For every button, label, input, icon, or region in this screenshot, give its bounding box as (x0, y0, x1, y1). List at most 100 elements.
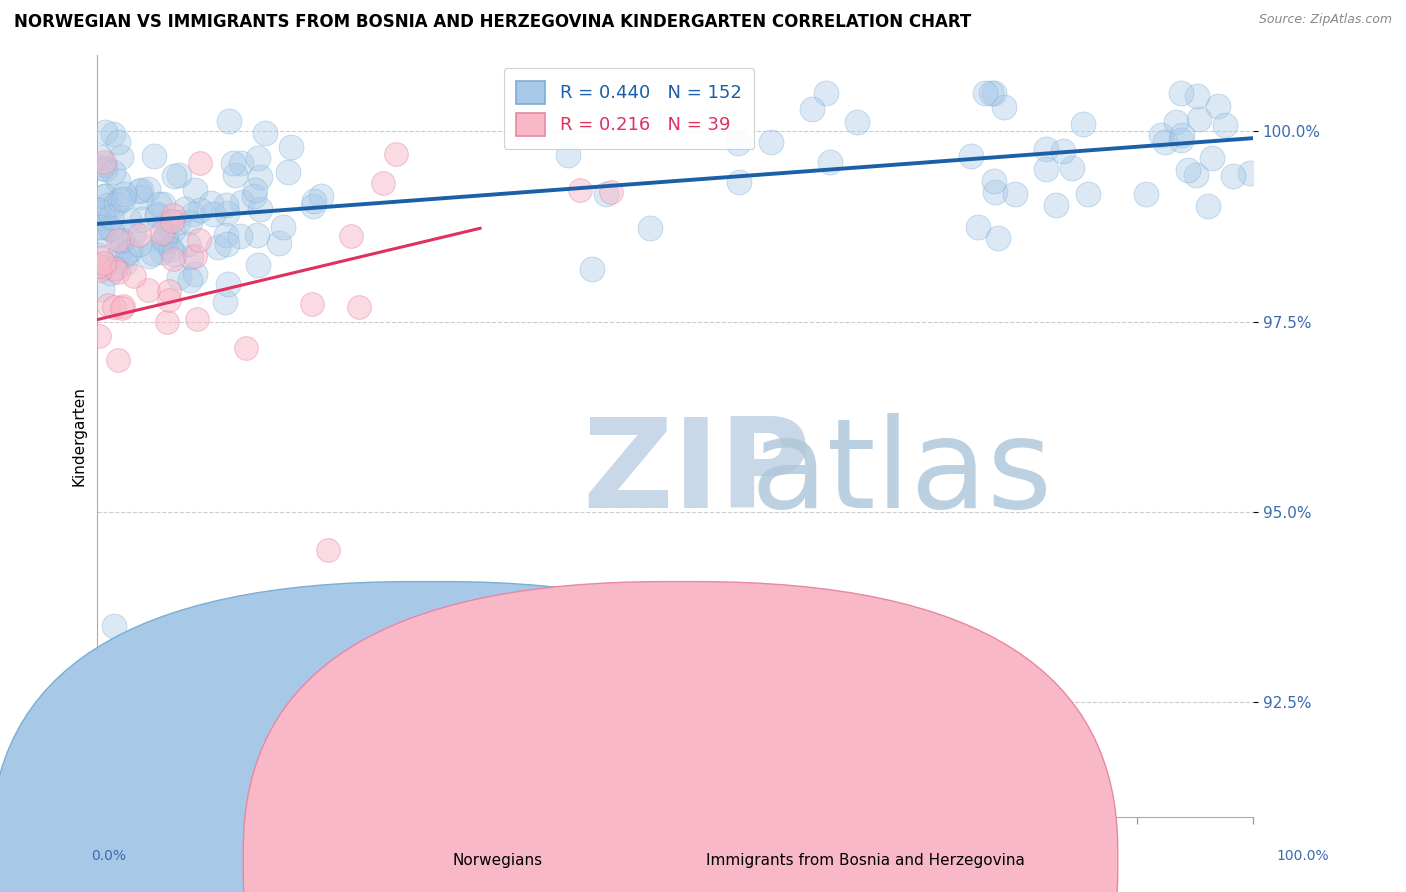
Point (318, 543, 340, 558)
Point (214, 227, 236, 242)
Point (1150, 128, 1173, 143)
Point (595, 186, 617, 201)
Text: ZIP: ZIP (582, 413, 811, 534)
Point (111, 299, 134, 313)
Point (1166, 115, 1188, 129)
Point (373, 176, 395, 190)
Point (1197, 199, 1219, 213)
Point (111, 192, 134, 206)
Point (1052, 144, 1074, 158)
Point (1077, 187, 1099, 202)
Point (1188, 112, 1211, 127)
Point (217, 206, 239, 220)
Point (87, 328, 110, 343)
Point (229, 228, 252, 243)
Point (218, 113, 240, 128)
Point (162, 208, 184, 222)
Point (184, 249, 207, 263)
Point (145, 209, 167, 223)
Point (101, 165, 124, 179)
Point (184, 267, 207, 281)
Point (104, 261, 127, 276)
Text: atlas: atlas (751, 413, 1053, 534)
Point (122, 269, 145, 284)
Point (568, 182, 591, 196)
Point (131, 183, 153, 197)
Point (243, 183, 266, 197)
Point (97, 197, 120, 211)
Point (143, 149, 166, 163)
Point (846, 115, 869, 129)
Point (142, 245, 165, 260)
Legend: R = 0.440   N = 152, R = 0.216   N = 39: R = 0.440 N = 152, R = 0.216 N = 39 (503, 68, 754, 149)
Point (103, 127, 125, 141)
Point (104, 772, 127, 786)
Point (1185, 168, 1208, 182)
Point (87, 248, 110, 262)
Point (1035, 162, 1057, 177)
Point (108, 248, 131, 262)
Point (91, 282, 114, 296)
Point (177, 236, 200, 251)
Point (110, 150, 132, 164)
Point (110, 733, 132, 747)
Point (118, 213, 141, 227)
Point (1154, 135, 1177, 149)
Point (188, 203, 211, 218)
Point (984, 185, 1007, 199)
Point (186, 312, 208, 326)
Text: 100.0%: 100.0% (1277, 849, 1329, 863)
Point (155, 227, 177, 241)
Point (215, 198, 238, 212)
Point (162, 223, 184, 237)
Point (302, 194, 325, 208)
Point (993, 100, 1015, 114)
Point (104, 197, 127, 211)
Point (136, 182, 159, 196)
Text: Norwegians: Norwegians (453, 854, 543, 868)
Point (761, 136, 783, 150)
Point (152, 197, 174, 211)
Point (200, 196, 222, 211)
Point (1035, 142, 1057, 156)
Point (152, 226, 174, 240)
Point (229, 156, 252, 170)
Point (277, 164, 299, 178)
Point (91, 161, 114, 175)
Point (814, 86, 837, 100)
Point (163, 247, 186, 261)
Point (157, 284, 180, 298)
Point (181, 207, 204, 221)
Point (600, 186, 623, 200)
Point (179, 272, 201, 286)
Point (156, 216, 179, 230)
Point (122, 226, 145, 240)
Point (1060, 161, 1083, 175)
Point (138, 249, 160, 263)
Point (581, 262, 603, 277)
Point (107, 174, 129, 188)
Point (87, 259, 110, 273)
Point (97, 298, 120, 312)
Point (384, 147, 406, 161)
Point (148, 197, 170, 211)
Point (1177, 162, 1199, 177)
Point (1222, 169, 1244, 184)
Point (128, 184, 150, 198)
Point (94, 188, 117, 202)
Point (107, 265, 129, 279)
Point (800, 102, 823, 116)
Point (108, 193, 131, 207)
Point (156, 315, 179, 329)
Point (280, 139, 302, 153)
Point (93, 211, 115, 226)
Point (111, 301, 134, 316)
Point (152, 234, 174, 248)
Point (159, 242, 181, 256)
Point (87, 202, 110, 217)
Point (167, 169, 190, 183)
Point (987, 231, 1010, 245)
Point (1206, 99, 1229, 113)
Point (188, 156, 211, 170)
Point (253, 126, 276, 140)
